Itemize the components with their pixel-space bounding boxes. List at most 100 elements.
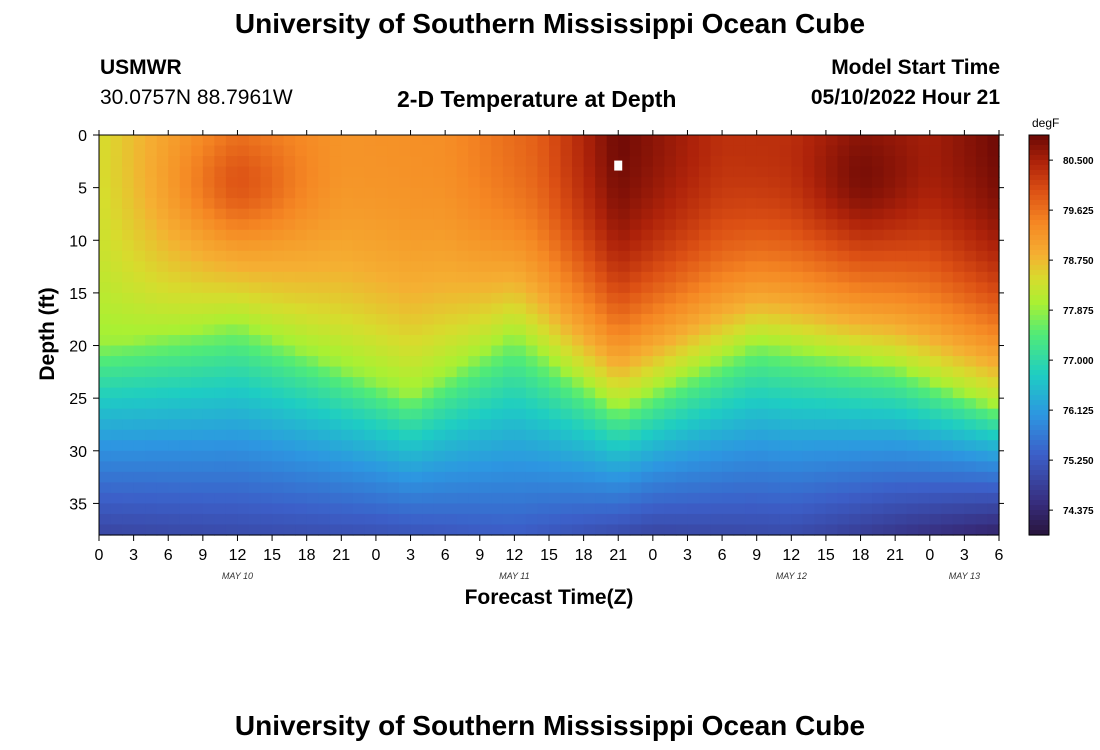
heatmap-cell [952, 429, 965, 441]
heatmap-cell [191, 156, 204, 168]
heatmap-cell [468, 261, 481, 273]
heatmap-cell [768, 335, 781, 347]
heatmap-cell [802, 240, 815, 252]
heatmap-cell [110, 324, 123, 336]
heatmap-cell [768, 524, 781, 536]
heatmap-cell [629, 208, 642, 220]
heatmap-cell [849, 492, 862, 505]
heatmap-cell [99, 303, 112, 315]
heatmap-cell [906, 461, 919, 473]
heatmap-cell [687, 345, 700, 357]
heatmap-cell [422, 208, 435, 220]
heatmap-cell [549, 450, 562, 462]
heatmap-cell [341, 461, 354, 473]
heatmap-cell [260, 492, 273, 505]
heatmap-cell [941, 492, 954, 505]
heatmap-cell [595, 524, 608, 536]
heatmap-cell [664, 271, 677, 283]
heatmap-cell [675, 135, 689, 147]
heatmap-cell [202, 345, 215, 357]
heatmap-cell [837, 440, 850, 452]
heatmap-cell [802, 482, 815, 494]
heatmap-cell [318, 282, 331, 294]
heatmap-cell [479, 219, 492, 231]
heatmap-cell [445, 240, 458, 252]
heatmap-cell [306, 292, 319, 305]
heatmap-cell [583, 271, 596, 283]
x-tick-label: 12 [782, 547, 800, 564]
heatmap-cell [375, 219, 389, 231]
heatmap-cell [814, 345, 827, 357]
heatmap-cell [872, 303, 885, 315]
heatmap-cell [675, 398, 689, 410]
heatmap-cell [156, 471, 169, 483]
heatmap-cell [410, 156, 423, 168]
heatmap-cell [410, 471, 423, 483]
heatmap-cell [814, 145, 827, 157]
heatmap-cell [156, 450, 169, 462]
heatmap-cell [99, 524, 112, 536]
colorbar-cell [1029, 510, 1049, 516]
heatmap-cell [652, 482, 665, 494]
heatmap-cell [595, 356, 608, 368]
heatmap-cell [341, 240, 354, 252]
heatmap-cell [295, 261, 308, 273]
heatmap-cell [768, 345, 781, 357]
heatmap-cell [145, 503, 158, 515]
heatmap-cell [110, 482, 123, 494]
heatmap-cell [629, 408, 642, 420]
heatmap-cell [883, 135, 896, 147]
heatmap-cell [699, 356, 712, 368]
heatmap-cell [272, 177, 285, 189]
heatmap-cell [260, 513, 273, 526]
heatmap-cell [491, 440, 504, 452]
heatmap-cell [756, 356, 769, 368]
heatmap-cell [918, 492, 931, 505]
heatmap-cell [191, 356, 204, 368]
heatmap-cell [906, 324, 919, 336]
heatmap-cell [745, 313, 758, 326]
x-tick-label: 15 [540, 547, 558, 564]
heatmap-cell [629, 356, 642, 368]
heatmap-cell [710, 303, 723, 315]
heatmap-cell [237, 240, 250, 252]
heatmap-cell [260, 303, 273, 315]
heatmap-cell [145, 356, 158, 368]
heatmap-cell [779, 292, 792, 305]
heatmap-cell [99, 366, 112, 378]
heatmap-cell [249, 145, 262, 157]
heatmap-cell [733, 429, 746, 441]
heatmap-cell [410, 135, 423, 147]
heatmap-cell [375, 198, 389, 210]
heatmap-cell [941, 461, 954, 473]
heatmap-cell [456, 366, 469, 378]
heatmap-cell [918, 156, 931, 168]
heatmap-cell [745, 471, 758, 483]
heatmap-cell [756, 156, 769, 168]
heatmap-cell [825, 156, 839, 168]
heatmap-cell [364, 292, 377, 305]
heatmap-cell [941, 366, 954, 378]
page-title: University of Southern Mississippi Ocean… [234, 8, 866, 39]
heatmap-cell [214, 156, 227, 168]
heatmap-cell [641, 166, 654, 178]
heatmap-cell [375, 408, 389, 420]
heatmap-cell [295, 482, 308, 494]
heatmap-cell [179, 429, 192, 441]
heatmap-cell [341, 482, 354, 494]
heatmap-cell [572, 419, 585, 431]
heatmap-cell [849, 313, 862, 326]
heatmap-cell [468, 198, 481, 210]
heatmap-cell [860, 219, 873, 231]
heatmap-cell [168, 292, 181, 305]
heatmap-cell [710, 524, 723, 536]
heatmap-cell [110, 450, 123, 462]
heatmap-cell [352, 240, 365, 252]
heatmap-cell [618, 324, 631, 336]
heatmap-cell [906, 177, 919, 189]
heatmap-cell [202, 261, 215, 273]
heatmap-cell [941, 408, 954, 420]
heatmap-cell [652, 471, 665, 483]
heatmap-cell [352, 208, 365, 220]
heatmap-cell [802, 271, 815, 283]
